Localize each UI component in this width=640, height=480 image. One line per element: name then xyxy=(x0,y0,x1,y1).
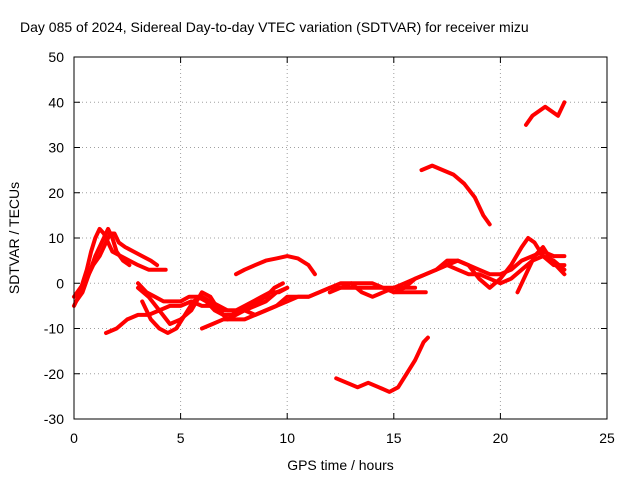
x-tick-label: 20 xyxy=(493,430,509,446)
y-tick-label: 10 xyxy=(48,230,64,246)
y-tick-label: -20 xyxy=(44,366,64,382)
data-trace xyxy=(136,281,285,317)
x-tick-label: 0 xyxy=(70,430,78,446)
data-trace xyxy=(140,285,290,335)
x-tick-label: 5 xyxy=(177,430,185,446)
y-tick-label: 50 xyxy=(48,49,64,65)
x-tick-label: 15 xyxy=(386,430,402,446)
data-trace xyxy=(515,245,567,295)
x-tick-label: 10 xyxy=(279,430,295,446)
y-tick-label: 30 xyxy=(48,140,64,156)
y-tick-label: 40 xyxy=(48,94,64,110)
y-axis-title: SDTVAR / TECUs xyxy=(6,182,22,294)
data-trace xyxy=(199,281,418,331)
x-axis-ticks: 0 5 10 15 20 25 xyxy=(70,57,615,446)
y-tick-label: -30 xyxy=(44,411,64,427)
grid-layer xyxy=(74,57,607,419)
y-axis-ticks: -30 -20 -10 0 10 20 30 40 50 xyxy=(44,49,607,427)
data-trace xyxy=(419,163,492,227)
y-tick-label: 20 xyxy=(48,185,64,201)
data-trace xyxy=(104,285,290,335)
chart-title: Day 085 of 2024, Sidereal Day-to-day VTE… xyxy=(20,19,529,35)
x-axis-title: GPS time / hours xyxy=(287,457,394,473)
data-trace xyxy=(74,226,132,304)
y-tick-label: -10 xyxy=(44,321,64,337)
data-trace xyxy=(327,249,567,299)
data-trace xyxy=(334,335,430,394)
x-tick-label: 25 xyxy=(599,430,615,446)
data-trace xyxy=(391,236,567,295)
data-trace xyxy=(524,100,567,127)
y-tick-label: 0 xyxy=(56,275,64,291)
data-trace xyxy=(234,254,317,277)
traces-layer xyxy=(72,100,567,394)
data-trace xyxy=(434,254,567,286)
